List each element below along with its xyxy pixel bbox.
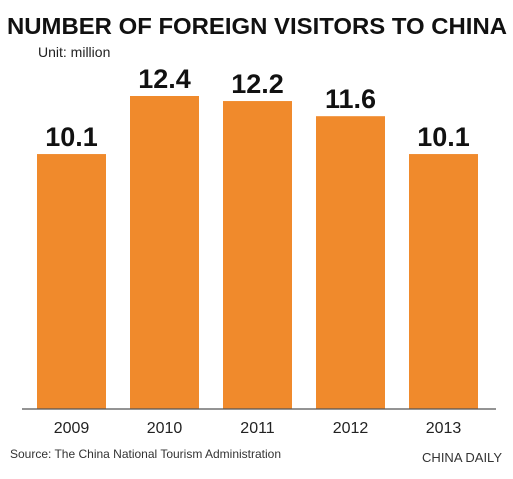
bar-2009 (37, 154, 106, 409)
value-label-2011: 12.2 (231, 69, 284, 99)
chart-title: NUMBER OF FOREIGN VISITORS TO CHINA (7, 13, 507, 39)
x-tick-label-2011: 2011 (240, 420, 275, 437)
bar-2013 (409, 154, 478, 409)
bar-2011 (223, 101, 292, 409)
x-tick-label-2013: 2013 (426, 420, 462, 437)
x-tick-labels-group: 2009 2010 2011 2012 2013 (54, 420, 462, 437)
value-label-2013: 10.1 (417, 122, 470, 152)
bars-group (37, 96, 478, 410)
bar-2012 (316, 116, 385, 410)
unit-label: Unit: million (38, 44, 110, 60)
bar-2010 (130, 96, 199, 409)
value-label-2010: 12.4 (138, 64, 191, 94)
value-label-2012: 11.6 (325, 84, 376, 114)
x-tick-label-2012: 2012 (333, 420, 369, 437)
credit-label: CHINA DAILY (422, 450, 502, 465)
x-tick-label-2010: 2010 (147, 420, 183, 437)
source-note: Source: The China National Tourism Admin… (10, 447, 281, 461)
value-label-2009: 10.1 (45, 122, 98, 152)
x-tick-label-2009: 2009 (54, 420, 90, 437)
value-labels-group: 10.1 12.4 12.2 11.6 10.1 (45, 64, 470, 152)
